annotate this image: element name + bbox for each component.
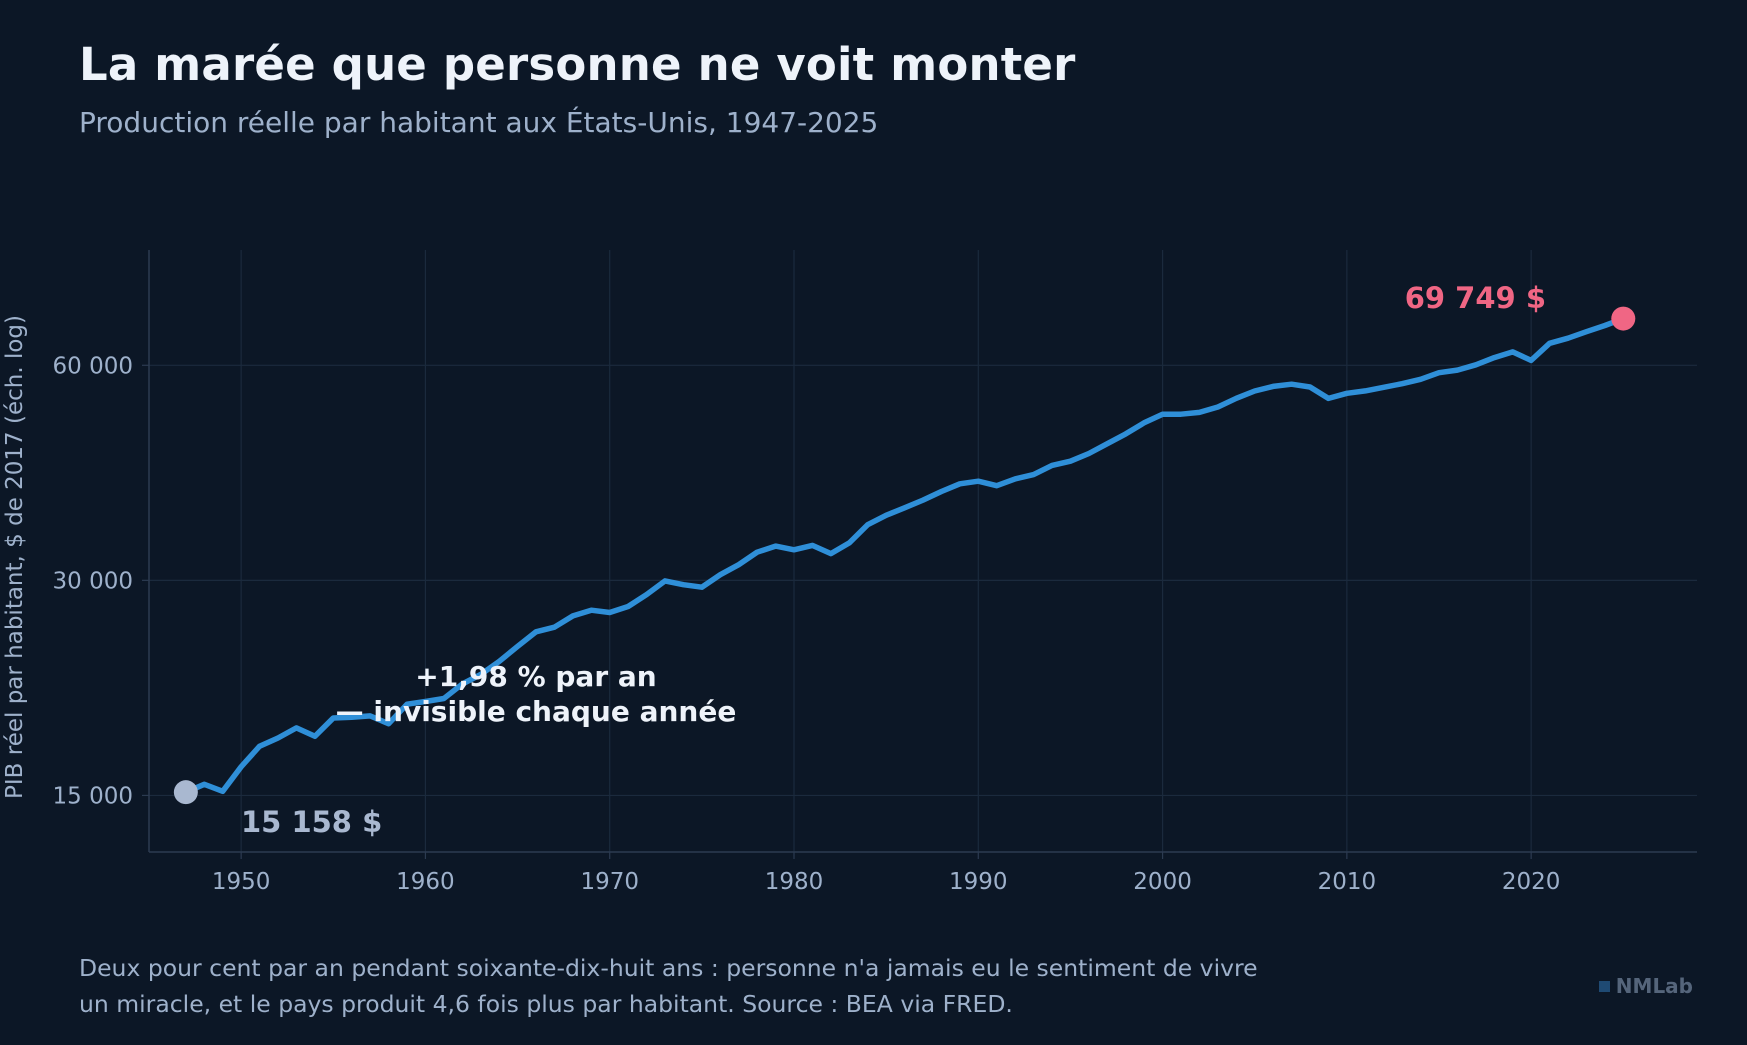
footnote: Deux pour cent par an pendant soixante-d… [79, 950, 1379, 1022]
brand-logo: NMLab [1598, 974, 1693, 998]
footnote-line-2: un miracle, et le pays produit 4,6 fois … [79, 990, 1013, 1018]
x-tick-label: 2010 [1318, 869, 1377, 895]
start-point-marker [173, 780, 198, 805]
chart-subtitle: Production réelle par habitant aux États… [79, 106, 879, 139]
gridlines [149, 250, 1697, 852]
series-line [183, 315, 1627, 795]
x-tick-label: 1970 [580, 869, 639, 895]
start-value-label: 15 158 $ [241, 805, 382, 839]
y-axis-label: PIB réel par habitant, $ de 2017 (éch. l… [2, 315, 28, 799]
end-value-label: 69 749 $ [1405, 281, 1546, 315]
series-layer [183, 315, 1627, 795]
markers-layer [173, 306, 1636, 805]
x-tick-label: 1960 [396, 869, 455, 895]
brand-name: NMLab [1615, 974, 1693, 998]
x-tick-label: 2000 [1133, 869, 1192, 895]
y-tick-label: 60 000 [53, 353, 133, 379]
end-point-marker [1611, 306, 1636, 331]
x-tick-label: 1990 [949, 869, 1008, 895]
y-tick-label: 30 000 [53, 568, 133, 594]
annotation-growth-rate: +1,98 % par an [415, 660, 656, 693]
x-tick-label: 1950 [212, 869, 271, 895]
y-tick-label: 15 000 [53, 783, 133, 809]
brand-mark-icon [1598, 980, 1610, 992]
footnote-line-1: Deux pour cent par an pendant soixante-d… [79, 954, 1258, 982]
x-tick-label: 2020 [1502, 869, 1561, 895]
y-axis-ticks: 15 000 30 000 60 000 [53, 353, 149, 809]
annotation-invisible: — invisible chaque année [336, 695, 737, 728]
axes [148, 250, 1697, 853]
x-axis-ticks: 1950 1960 1970 1980 1990 2000 2010 2020 [212, 852, 1561, 895]
annotations-layer: +1,98 % par an— invisible chaque année 15… [241, 281, 1546, 839]
x-tick-label: 1980 [765, 869, 824, 895]
chart-title: La marée que personne ne voit monter [79, 38, 1076, 91]
